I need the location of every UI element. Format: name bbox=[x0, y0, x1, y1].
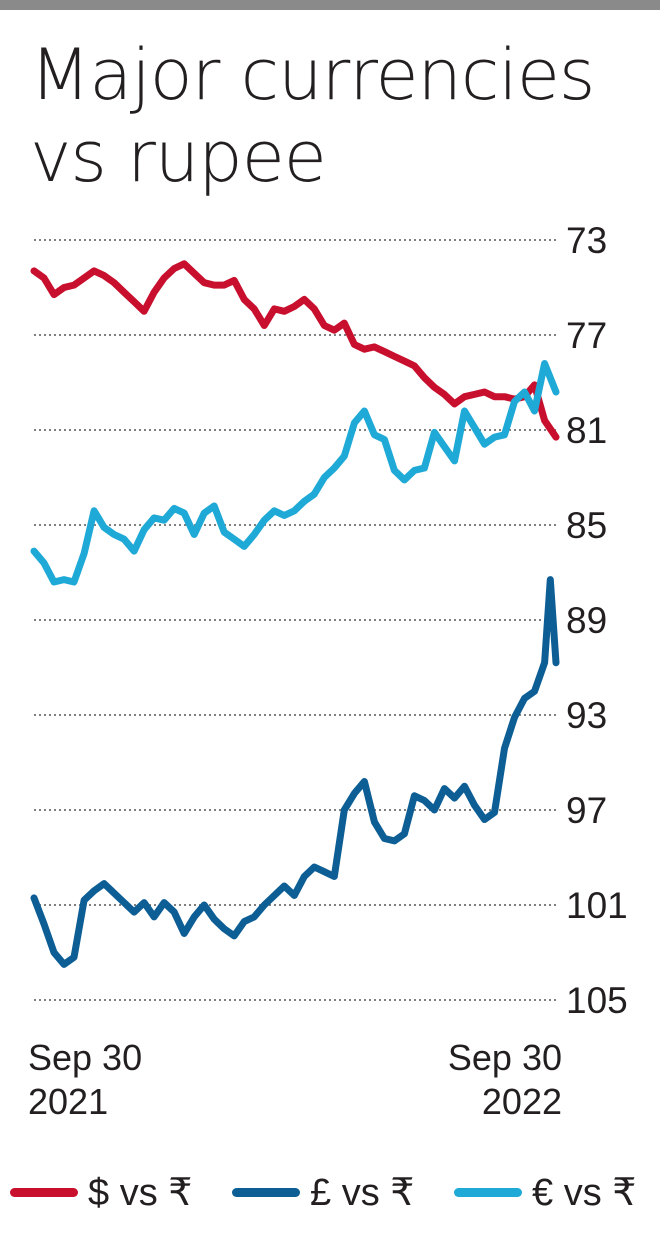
series-layer bbox=[30, 260, 560, 968]
legend-label-gbp: £ vs ₹ bbox=[310, 1171, 415, 1214]
legend-label-usd: $ vs ₹ bbox=[88, 1171, 193, 1214]
top-accent-bar bbox=[0, 0, 660, 10]
legend-swatch-gbp bbox=[232, 1187, 300, 1197]
legend-label-eur: € vs ₹ bbox=[532, 1171, 637, 1214]
legend: $ vs ₹ £ vs ₹ € vs ₹ bbox=[0, 1162, 660, 1222]
line-chart: 73 77 81 85 89 93 97 101 105 bbox=[30, 220, 628, 1020]
y-tick-label-77: 77 bbox=[566, 315, 607, 356]
legend-swatch-eur bbox=[454, 1187, 522, 1197]
legend-item-gbp: £ vs ₹ bbox=[232, 1162, 414, 1222]
x-axis-label-end-year: 2022 bbox=[481, 1081, 562, 1122]
x-axis-label-start: Sep 30 2021 bbox=[28, 1036, 142, 1124]
y-tick-label-101: 101 bbox=[566, 885, 628, 926]
series-line-gbp bbox=[30, 576, 560, 968]
legend-item-eur: € vs ₹ bbox=[454, 1162, 636, 1222]
x-axis-label-start-year: 2021 bbox=[28, 1081, 109, 1122]
y-axis: 73 77 81 85 89 93 97 101 105 bbox=[566, 220, 628, 1020]
grid-layer bbox=[34, 239, 556, 1001]
chart-title-line-1: Major currencies bbox=[30, 34, 595, 116]
y-tick-label-73: 73 bbox=[566, 220, 607, 261]
y-tick-label-93: 93 bbox=[566, 695, 607, 736]
y-tick-label-97: 97 bbox=[566, 790, 607, 831]
x-axis-label-end: Sep 30 2022 bbox=[448, 1036, 562, 1124]
y-tick-label-81: 81 bbox=[566, 410, 607, 451]
y-tick-label-89: 89 bbox=[566, 600, 607, 641]
legend-item-usd: $ vs ₹ bbox=[10, 1162, 192, 1222]
legend-swatch-usd bbox=[10, 1187, 78, 1197]
y-tick-label-105: 105 bbox=[566, 980, 628, 1020]
series-line-eur bbox=[30, 360, 560, 586]
y-tick-label-85: 85 bbox=[566, 505, 607, 546]
chart-title-line-2: vs rupee bbox=[30, 116, 327, 198]
series-line-usd bbox=[30, 260, 560, 441]
x-axis-label-end-date: Sep 30 bbox=[447, 1037, 562, 1078]
chart-title: Major currencies vs rupee bbox=[30, 34, 650, 198]
x-axis-label-start-date: Sep 30 bbox=[28, 1037, 143, 1078]
